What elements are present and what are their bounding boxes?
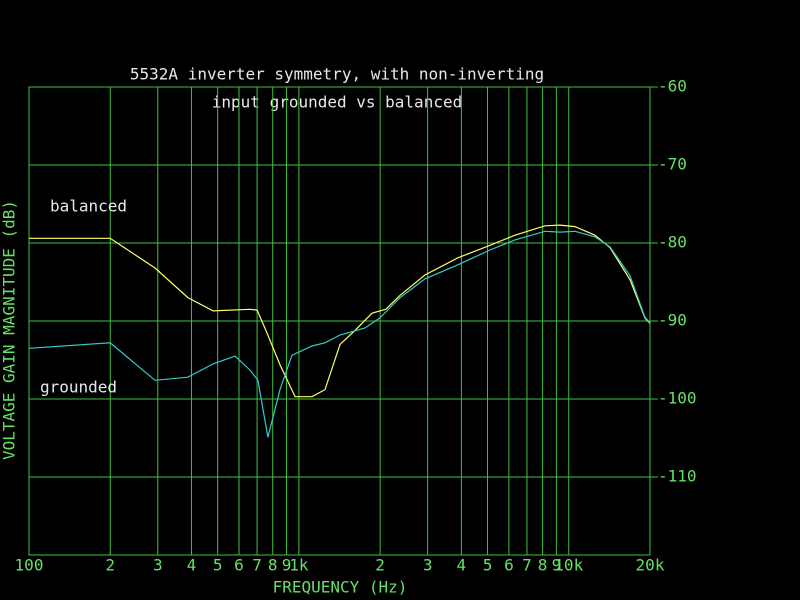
- y-tick-label: -70: [658, 155, 687, 174]
- x-tick-label: 10k: [554, 556, 583, 575]
- series-line: [29, 224, 651, 398]
- y-tick-label: -80: [658, 233, 687, 252]
- y-tick-label: -110: [658, 467, 697, 486]
- x-tick-label: 100: [15, 556, 44, 575]
- chart-title: 5532A inverter symmetry, with non-invert…: [130, 65, 544, 84]
- series-line: [28, 230, 651, 438]
- x-tick-label: 6: [234, 556, 244, 575]
- x-tick-label: 8: [268, 556, 278, 575]
- x-tick-label: 4: [457, 556, 467, 575]
- x-tick-label: 7: [252, 556, 262, 575]
- x-tick-label: 9: [552, 556, 562, 575]
- chart-subtitle: input grounded vs balanced: [212, 93, 462, 112]
- x-tick-label: 3: [423, 556, 433, 575]
- x-tick-label: 9: [282, 556, 292, 575]
- x-tick-label: 1k: [289, 556, 309, 575]
- x-tick-label: 8: [538, 556, 548, 575]
- annotation: balanced: [50, 197, 127, 216]
- y-tick-label: -100: [658, 389, 697, 408]
- y-tick-label: -60: [658, 77, 687, 96]
- x-tick-label: 4: [187, 556, 197, 575]
- y-tick-label: -90: [658, 311, 687, 330]
- x-tick-label: 5: [483, 556, 493, 575]
- x-tick-label: 2: [375, 556, 385, 575]
- x-tick-label: 7: [522, 556, 532, 575]
- y-axis-label: VOLTAGE GAIN MAGNITUDE (dB): [0, 200, 19, 460]
- x-tick-label: 2: [105, 556, 115, 575]
- x-tick-label: 6: [504, 556, 514, 575]
- x-tick-label: 20k: [636, 556, 665, 575]
- annotation: grounded: [40, 378, 117, 397]
- x-tick-label: 3: [153, 556, 163, 575]
- x-tick-label: 5: [213, 556, 223, 575]
- x-axis-label: FREQUENCY (Hz): [273, 578, 408, 597]
